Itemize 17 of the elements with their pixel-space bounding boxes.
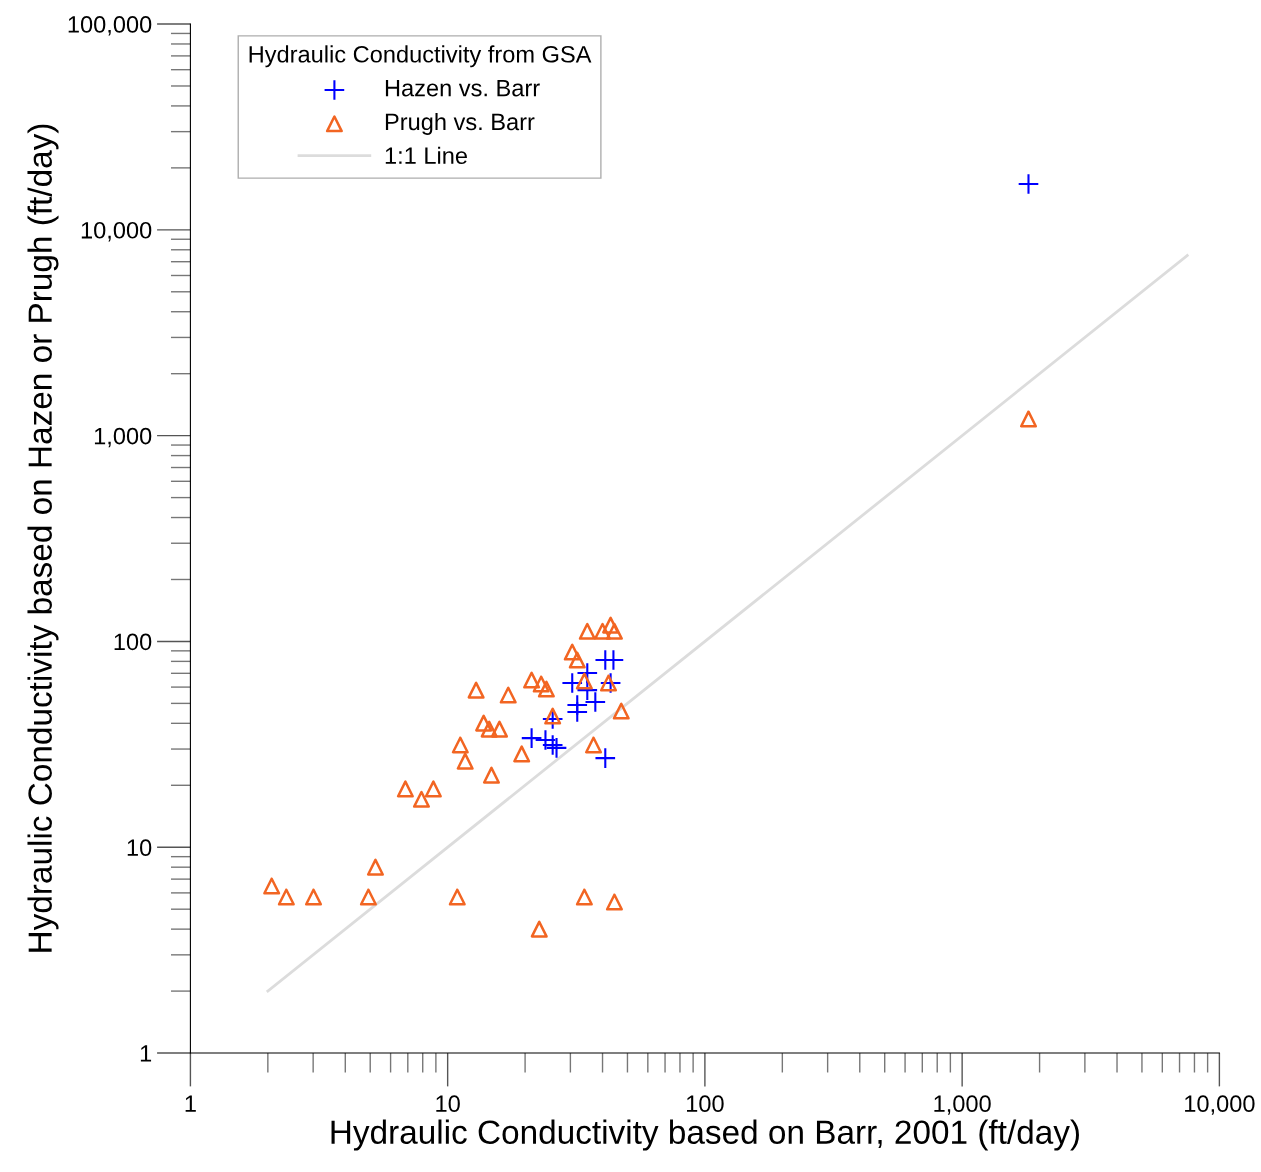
y-tick-label: 100,000 — [68, 16, 152, 36]
y-axis-title: Hydraulic Conductivity based on Hazen or Prugh (ft/day) — [27, 124, 59, 952]
y-tick-label: 10,000 — [81, 221, 152, 242]
y-tick-label: 1,000 — [94, 427, 152, 448]
legend-label: Hazen vs. Barr — [385, 79, 540, 97]
y-tick-label: 10 — [127, 839, 152, 857]
y-tick-label: 1 — [140, 1045, 152, 1062]
legend-label: 1:1 Line — [385, 146, 467, 165]
legend-title: Hydraulic Conductivity from GSA — [249, 45, 592, 68]
x-tick-label: 10,000 — [1185, 1095, 1255, 1115]
legend-label: Prugh vs. Barr — [385, 112, 535, 135]
x-tick-label: 1,000 — [934, 1095, 991, 1115]
x-tick-label: 1 — [185, 1095, 196, 1112]
y-tick-label: 100 — [114, 633, 152, 651]
x-tick-label: 10 — [436, 1095, 460, 1113]
x-tick-label: 100 — [687, 1095, 724, 1113]
x-axis-title: Hydraulic Conductivity based on Barr, 2001 (ft/day) — [331, 1119, 1079, 1151]
